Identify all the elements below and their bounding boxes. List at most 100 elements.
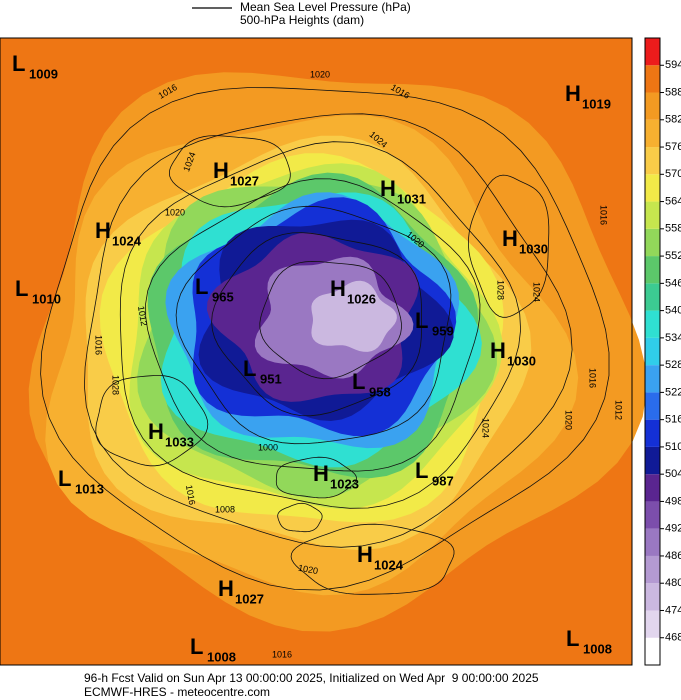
colorbar-bin [645,419,660,447]
center-letter: L [352,369,365,394]
colorbar-bin [645,501,660,529]
center-letter: L [243,356,256,381]
center-value: 1031 [397,191,426,206]
center-letter: L [190,634,203,659]
colorbar-bin [645,147,660,175]
colorbar-label: 522 [665,386,681,398]
center-letter: H [213,158,229,183]
colorbar-label: 528 [665,359,681,371]
colorbar-bin [645,337,660,366]
center-value: 1010 [32,291,61,306]
contour-label: 1024 [481,418,491,438]
colorbar-label: 510 [665,441,681,453]
center-value: 1023 [330,476,359,491]
colorbar-bin [645,446,660,475]
contour-label: 1012 [614,400,624,420]
center-letter: H [490,338,506,363]
contour-label: 1000 [258,442,278,452]
footer-line: ECMWF-HRES - meteocentre.com [84,685,271,699]
contour-label: 1020 [310,69,330,79]
colorbar-label: 558 [665,223,681,235]
colorbar-label: 504 [665,468,681,480]
center-value: 1024 [374,557,404,572]
center-value: 1013 [75,481,104,496]
contour-label: 1016 [599,205,609,225]
center-value: 1027 [230,173,259,188]
contour-label: 1020 [297,563,318,576]
colorbar-label: 582 [665,114,681,126]
center-letter: H [313,461,329,486]
colorbar-label: 492 [665,523,681,535]
contour-label: 1016 [272,649,292,659]
center-letter: H [380,176,396,201]
colorbar-label: 486 [665,550,681,562]
center-letter: L [58,466,71,491]
center-letter: L [415,458,428,483]
colorbar-label: 480 [665,577,681,589]
isobar [83,113,573,548]
center-letter: L [415,308,428,333]
center-value: 951 [260,371,282,386]
center-value: 1033 [165,434,194,449]
contour-label: 1028 [111,375,121,395]
colorbar: 468 474 480 486 492 498 504 510 516 522 528 534 540 5… [644,37,681,666]
footer-line: 96-h Fcst Valid on Sun Apr 13 00:00:00 2… [84,671,539,685]
colorbar-bin [645,637,660,665]
colorbar-label: 588 [665,86,681,98]
colorbar-bin [645,119,660,148]
colorbar-bin [645,92,660,120]
colorbar-label: 564 [665,195,681,207]
map-frame [0,37,633,666]
isobar [175,205,452,445]
contour-label: 1016 [94,335,104,355]
isobar [259,260,402,380]
center-value: 987 [432,473,454,488]
isobar [467,174,550,318]
colorbar-bin [645,228,660,257]
contour-label: 1016 [588,368,598,388]
center-value: 1030 [519,241,548,256]
center-value: 1030 [507,353,536,368]
legend-pressure: Mean Sea Level Pressure (hPa) [240,0,411,14]
isobar [40,87,610,591]
colorbar-bin [645,201,660,229]
colorbar-label: 534 [665,332,681,344]
contour-label: 1012 [136,305,149,326]
center-letter: H [565,81,581,106]
center-value: 1019 [582,96,611,111]
colorbar-label: 552 [665,250,681,262]
colorbar-bin [645,555,660,584]
contour-label: 1024 [532,282,542,302]
height-field [0,38,647,665]
center-letter: H [218,576,234,601]
center-letter: L [15,276,28,301]
center-value: 1008 [207,649,236,664]
colorbar-label: 498 [665,495,681,507]
center-value: 1027 [235,591,264,606]
isobar [95,375,209,467]
center-letter: H [357,542,373,567]
legend-heights: 500-hPa Heights (dam) [240,13,364,27]
colorbar-bin [645,283,660,311]
field-band [311,280,397,352]
center-letter: L [195,274,208,299]
center-value: 959 [432,323,454,338]
isobar [168,135,291,208]
colorbar-label: 594 [665,59,681,71]
contour-label: 1016 [184,484,197,505]
colorbar-bin [645,474,660,502]
colorbar-bin [645,583,660,611]
colorbar-bin [645,365,660,393]
isobar [277,502,323,533]
colorbar-bin [645,38,660,66]
colorbar-bin [645,392,660,420]
isobar [145,178,481,472]
isobar [275,456,357,499]
colorbar-frame [644,37,661,666]
center-value: 1026 [347,291,376,306]
colorbar-label: 570 [665,168,681,180]
contour-label: 1020 [165,207,185,217]
isobar [290,523,455,595]
center-letter: H [330,276,346,301]
